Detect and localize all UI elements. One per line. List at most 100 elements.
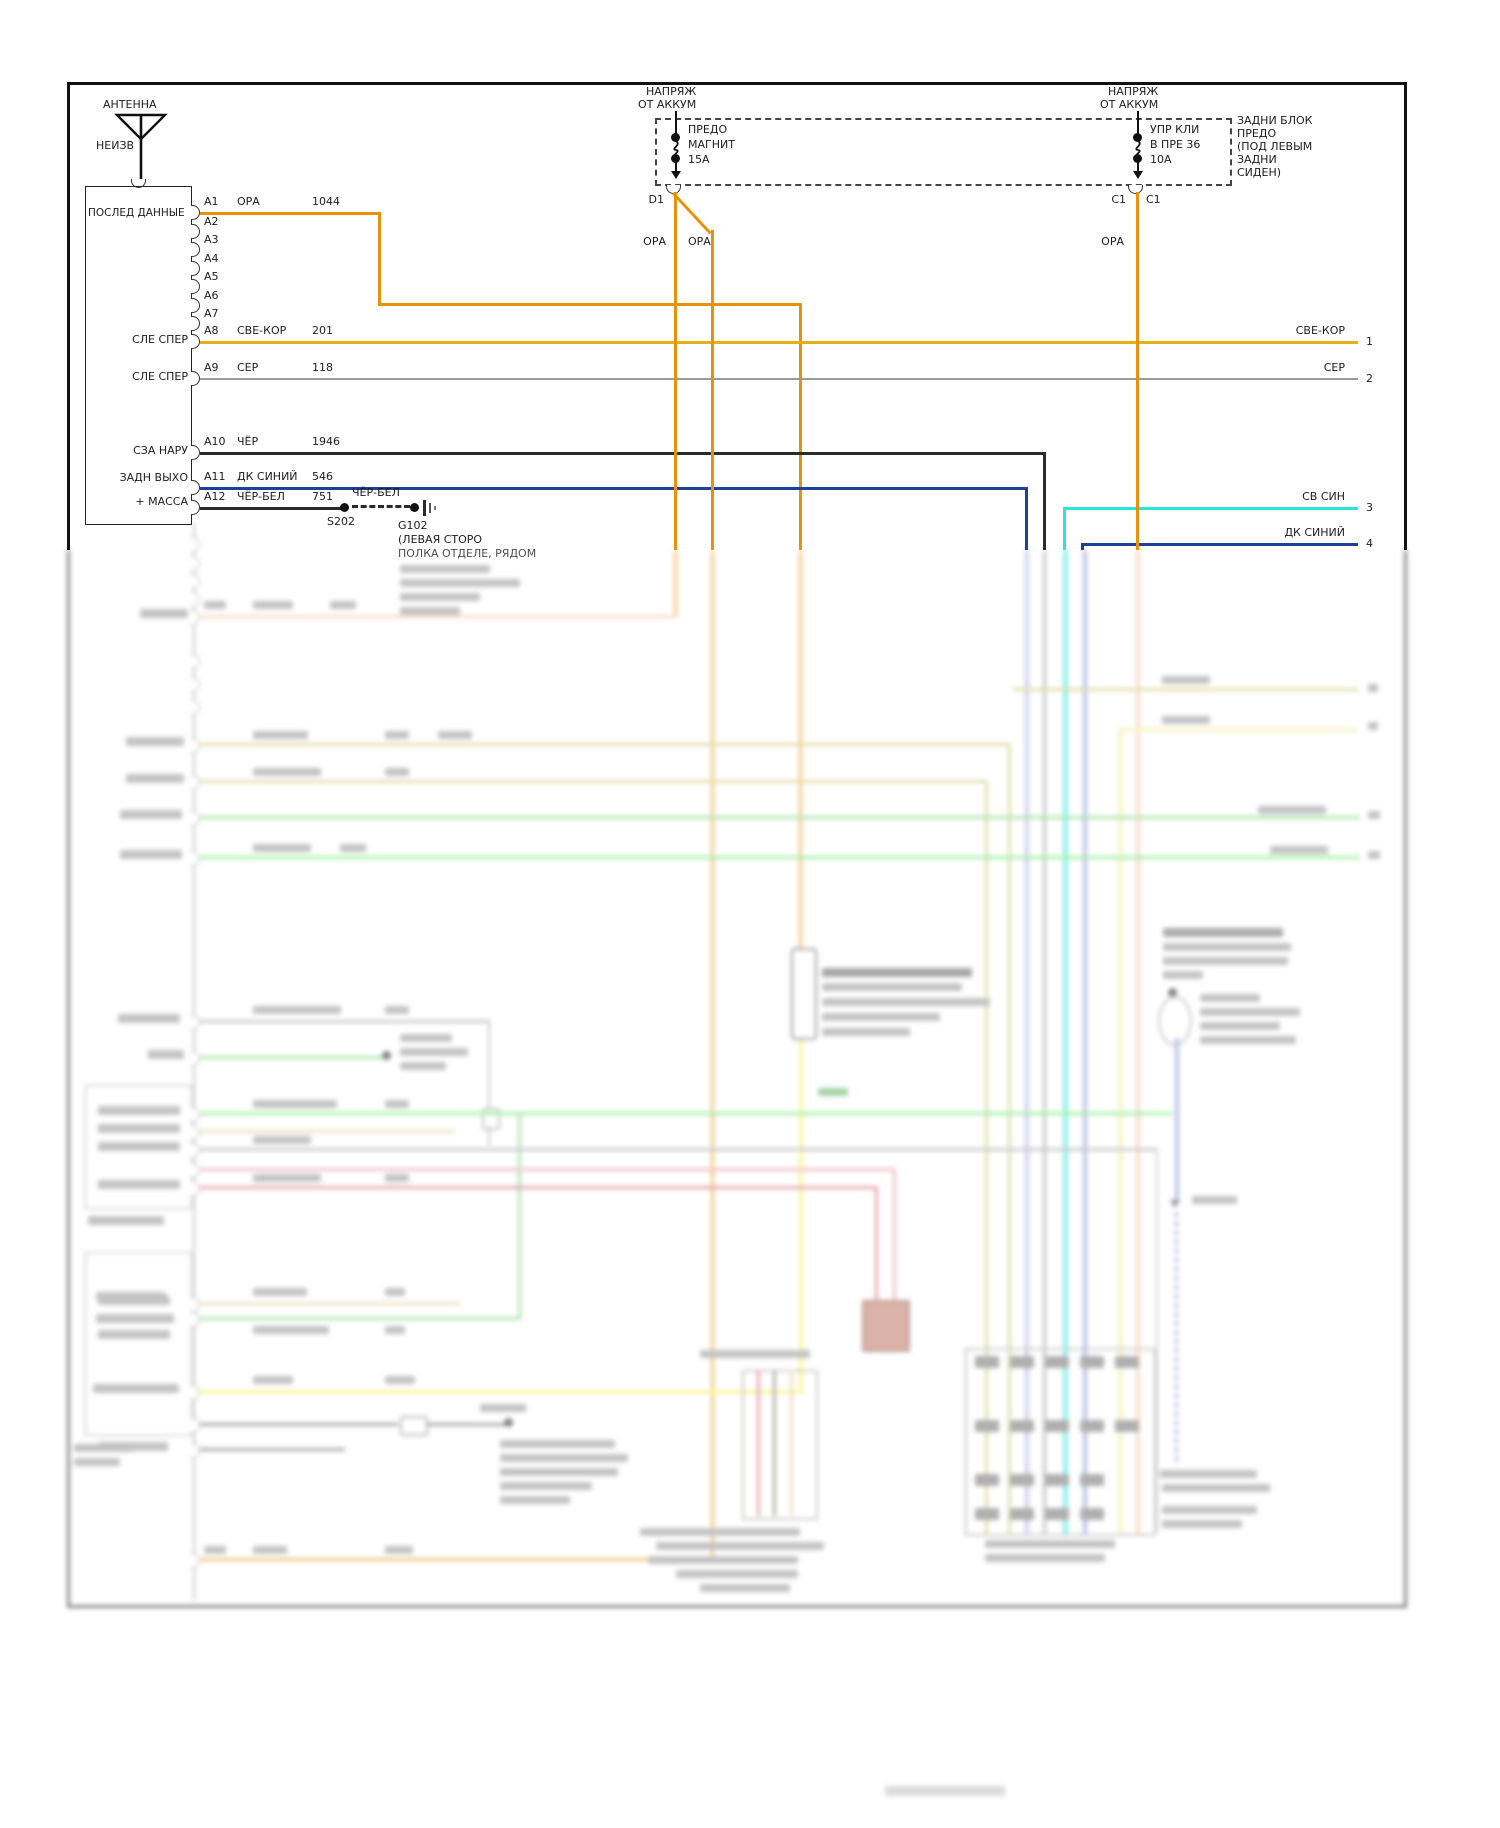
blurred-connector (791, 948, 817, 1040)
blurred-label (400, 1062, 446, 1070)
fuse-name: МАГНИТ (688, 138, 735, 151)
terminal-1-label: СВЕ-КОР (1295, 324, 1345, 337)
pin-cup (191, 279, 200, 294)
blurred-label (640, 1528, 800, 1536)
blurred-label (385, 1100, 409, 1108)
diagram-border-right (1404, 82, 1407, 550)
blurred-label (98, 1296, 170, 1305)
blurred-label (500, 1482, 592, 1490)
blurred-label (985, 1540, 1115, 1548)
fuse-dot (671, 133, 680, 142)
terminal-4-num: 4 (1366, 537, 1373, 550)
blurred-border-left (67, 550, 70, 1608)
blurred-wire (200, 780, 987, 783)
blurred-label (1270, 846, 1328, 854)
blurred-pin-label (1115, 1356, 1139, 1368)
wire-a10-circuit: 1946 (312, 435, 340, 448)
terminal-3-num: 3 (1366, 501, 1373, 514)
blurred-wire (1136, 550, 1140, 1535)
blurred-pin-label (1010, 1356, 1034, 1368)
pin-cup (191, 316, 200, 331)
blurred-wire (1013, 688, 1358, 691)
wire-a11 (1025, 487, 1028, 550)
blurred-label (253, 1136, 311, 1144)
blurred-label (385, 768, 409, 776)
blurred-wire (1025, 550, 1029, 1535)
pin-cup (191, 1163, 200, 1178)
blurred-label (1200, 994, 1260, 1002)
blurred-label (253, 1174, 321, 1182)
blurred-arrow (1170, 1200, 1180, 1208)
module-box (85, 186, 192, 525)
blurred-label (385, 1546, 413, 1554)
blurred-pin-label (975, 1356, 999, 1368)
blurred-wire (1118, 728, 1358, 732)
blurred-connector-block (862, 1300, 910, 1352)
blurred-artifact (885, 1786, 1005, 1796)
wire-a1 (200, 212, 381, 215)
blurred-pin-label (1010, 1508, 1034, 1520)
ground-g102-label: G102 (398, 519, 428, 532)
blurred-label (500, 1454, 628, 1462)
blurred-connector-box (965, 1348, 1156, 1536)
blurred-label (253, 1546, 287, 1554)
blurred-label (253, 768, 321, 776)
fuse-dot (1133, 133, 1142, 142)
terminal-3-label: СВ СИН (1302, 490, 1345, 503)
ground-note-line2: ПОЛКА ОТДЕЛЕ, РЯДОМ (398, 547, 537, 560)
wire-a12-circuit: 751 (312, 490, 333, 503)
blurred-label (400, 565, 490, 573)
blurred-label (1162, 1506, 1257, 1514)
blurred-label (1368, 684, 1378, 692)
blurred-wire (426, 1423, 506, 1426)
blurred-pin-label (1115, 1420, 1139, 1432)
blurred-wire (518, 1114, 521, 1319)
blurred-label (1163, 957, 1288, 965)
pin-label-a5: A5 (204, 270, 219, 283)
wire-t4 (1081, 543, 1358, 546)
blurred-label (1162, 1484, 1270, 1492)
ground-g102-dot (410, 503, 419, 512)
pin-cup (191, 1015, 200, 1030)
pin-cup (191, 851, 200, 866)
wire-a10 (200, 452, 1046, 455)
blurred-border-right (1404, 550, 1407, 1608)
wire-c1 (1136, 192, 1139, 550)
blurred-label (385, 1174, 409, 1182)
blurred-label (385, 731, 409, 739)
function-label: + МАССА (135, 495, 188, 508)
splice-s202-label: S202 (327, 515, 355, 528)
blurred-wire (200, 856, 1360, 859)
fuse-lead (1137, 160, 1139, 171)
wire-d1-branch (711, 230, 714, 550)
blurred-label (400, 579, 520, 587)
blurred-label (1160, 1470, 1200, 1478)
function-label: ЗАДН ВЫХО (119, 471, 188, 484)
fuse-block-note: ЗАДНИ БЛОК (1237, 114, 1313, 127)
blurred-label (340, 844, 366, 852)
blurred-label (253, 1006, 341, 1014)
diagram-border-left (67, 82, 70, 550)
wire-a12-dashed (352, 505, 410, 508)
blurred-label (1162, 1470, 1257, 1478)
blurred-label (438, 731, 472, 739)
terminal-2-label: СЕР (1323, 361, 1345, 374)
blurred-pin-label (1045, 1420, 1069, 1432)
pin-cup (191, 677, 200, 692)
splice-s202-dot (340, 503, 349, 512)
blurred-wire (200, 1558, 713, 1561)
pin-cup (191, 1385, 200, 1400)
ground-icon (429, 503, 431, 513)
blurred-border-bottom (67, 1605, 1407, 1608)
wire-a10-color: ЧЁР (237, 435, 259, 448)
blurred-label (822, 1028, 910, 1036)
blurred-connector-box (742, 1370, 818, 1520)
blurred-label (400, 593, 480, 601)
wire-a11 (200, 487, 1028, 490)
wire-a1 (799, 303, 802, 550)
blurred-component-box (85, 1085, 192, 1209)
fuse-lead (675, 111, 677, 138)
blurred-label (1163, 971, 1203, 979)
